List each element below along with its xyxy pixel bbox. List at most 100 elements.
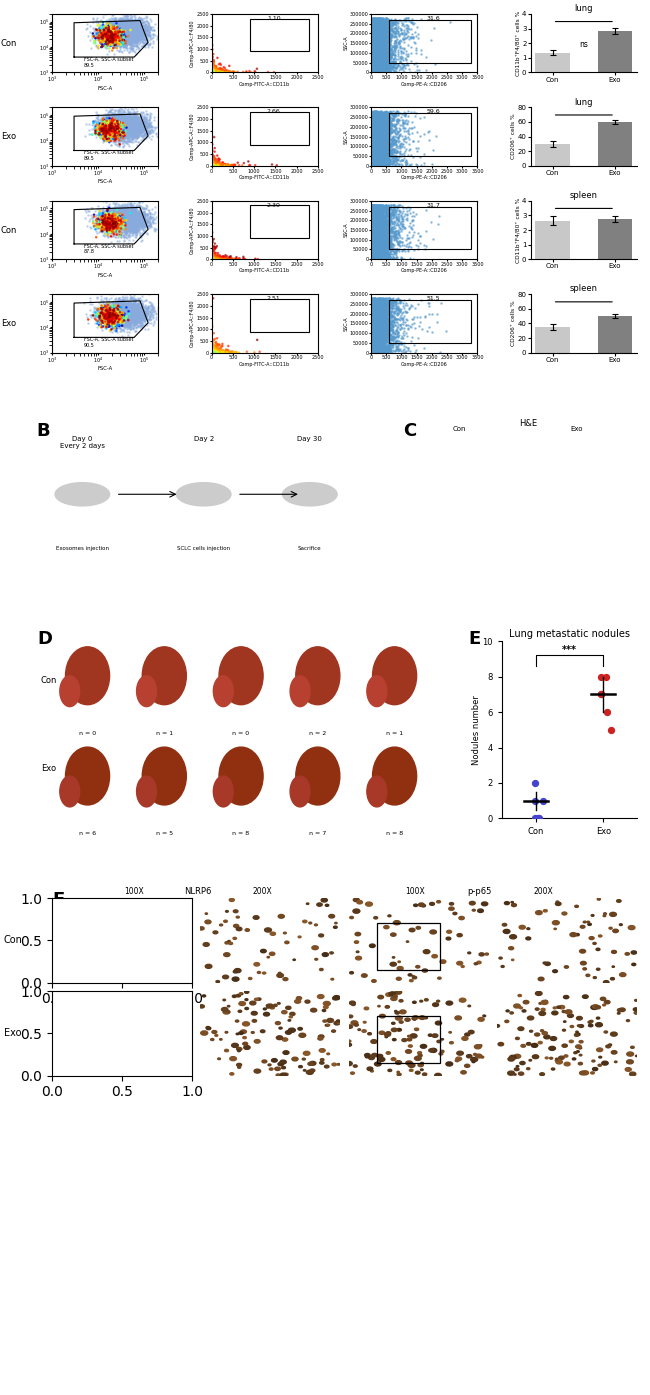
Point [114,204,124,226]
Point [250,61,261,84]
Point [209,246,219,268]
Point [207,248,217,271]
Point [207,60,217,82]
Point [134,297,144,319]
Point [214,155,224,177]
Point [207,247,218,269]
Point [367,25,378,47]
Point [120,212,130,234]
Point [376,304,387,326]
Point [120,17,130,39]
Point [378,152,388,174]
Point [373,13,384,35]
Circle shape [199,926,204,930]
Point [207,240,217,262]
Point [110,304,120,326]
Point [207,155,217,177]
Point [206,246,216,268]
Point [392,141,402,163]
Point [387,233,397,255]
Point [371,340,382,363]
Point [207,340,218,363]
Point [207,155,218,177]
Point [207,155,217,177]
Point [374,243,385,265]
Point [116,202,126,225]
Point [370,152,380,174]
Point [207,61,217,84]
Point [396,18,406,40]
Point [105,301,115,324]
Point [129,202,140,225]
Point [99,215,110,237]
Point [207,339,217,361]
Point [374,127,385,149]
Point [207,151,218,173]
Point [118,301,129,324]
Point [100,303,110,325]
Point [207,155,218,177]
Point [391,29,401,52]
Point [98,202,108,225]
Point [107,216,118,239]
Point [369,244,379,266]
Point [393,128,404,151]
Point [369,339,380,361]
Point [117,116,127,138]
Point [398,308,408,331]
Point [102,22,112,45]
Point [207,247,217,269]
Point [105,114,116,137]
Point [122,123,132,145]
Point [376,33,386,56]
Point [122,222,132,244]
Point [369,13,380,35]
Point [114,201,124,223]
Point [384,149,394,172]
Point [369,117,379,140]
Point [380,296,391,318]
Point [115,206,125,229]
Point [379,239,389,261]
Point [376,325,386,347]
Point [131,117,142,140]
Point [114,204,124,226]
Point [126,114,136,137]
Point [367,325,378,347]
Point [207,247,218,269]
Point [376,311,387,333]
Point [368,293,378,315]
Point [207,247,218,269]
Point [207,248,217,271]
Point [367,338,378,360]
Point [208,61,218,84]
Point [216,155,226,177]
Point [130,22,140,45]
Point [137,116,148,138]
Point [131,114,141,137]
Point [207,60,217,82]
Point [374,244,385,266]
Point [122,219,133,241]
Point [378,52,388,74]
Point [398,322,408,345]
Point [209,248,219,271]
Point [207,152,218,174]
Point [208,61,218,84]
Point [209,342,219,364]
Point [106,294,116,317]
Point [207,340,217,363]
Point [376,105,387,127]
Point [210,248,220,271]
Point [207,342,217,364]
Point [214,153,224,176]
Point [101,27,112,49]
Point [107,112,118,134]
Point [369,331,380,353]
Point [126,306,136,328]
Point [207,342,217,364]
Point [368,310,378,332]
Point [207,153,217,176]
Point [207,340,217,363]
Point [207,60,217,82]
